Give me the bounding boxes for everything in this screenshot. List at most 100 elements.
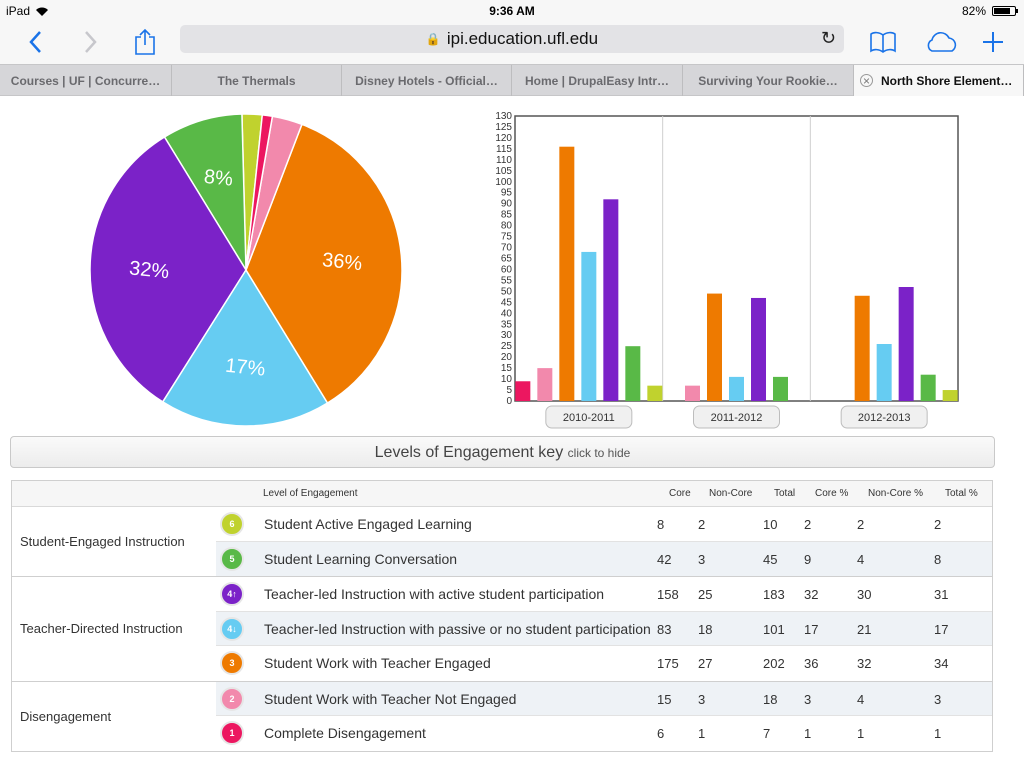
- tab-north-shore[interactable]: × North Shore Element…: [854, 65, 1024, 96]
- bar[interactable]: [559, 146, 575, 401]
- cell-total: 202: [763, 656, 785, 671]
- y-tick-label: 105: [495, 166, 512, 177]
- bar[interactable]: [515, 381, 531, 401]
- bar[interactable]: [854, 295, 870, 401]
- level-name: Teacher-led Instruction with active stud…: [264, 586, 605, 602]
- bar[interactable]: [876, 344, 892, 401]
- close-tab-icon[interactable]: ×: [860, 74, 873, 87]
- group-label: Disengagement: [20, 708, 112, 724]
- level-badge: 4↑: [220, 582, 244, 606]
- bar[interactable]: [707, 293, 722, 401]
- pie-chart-svg: 8% 32% 17% 36%: [76, 113, 417, 435]
- share-icon[interactable]: [128, 26, 162, 58]
- tab-surviving-rookie[interactable]: Surviving Your Rookie…: [683, 65, 854, 96]
- bar[interactable]: [898, 287, 914, 401]
- bar[interactable]: [625, 346, 641, 401]
- forward-icon[interactable]: [74, 26, 108, 58]
- tab-thermals[interactable]: The Thermals: [172, 65, 342, 96]
- level-badge: 1: [220, 721, 244, 745]
- tab-title: The Thermals: [217, 73, 296, 88]
- table-group: Student-Engaged Instruction 6 Student Acti…: [12, 507, 992, 577]
- bar[interactable]: [603, 199, 619, 401]
- battery-icon: [992, 6, 1018, 16]
- header-core: Core: [669, 488, 691, 499]
- cell-total: 18: [763, 691, 778, 707]
- cell-noncore-pct: 1: [857, 726, 865, 741]
- cell-noncore: 3: [698, 691, 706, 707]
- bookmarks-icon[interactable]: [866, 26, 900, 58]
- browser-toolbar: 🔒 ipi.education.ufl.edu ↻: [0, 22, 1024, 64]
- cell-noncore-pct: 30: [857, 587, 872, 602]
- cell-core-pct: 9: [804, 551, 812, 567]
- cell-total-pct: 8: [934, 551, 942, 567]
- cell-core-pct: 1: [804, 726, 812, 741]
- y-tick-label: 125: [495, 122, 512, 133]
- tab-title: Surviving Your Rookie…: [698, 73, 838, 88]
- y-tick-label: 35: [501, 319, 513, 330]
- engagement-key-toggle[interactable]: Levels of Engagement key click to hide: [10, 436, 995, 468]
- table-row: 5 Student Learning Conversation 42 3 45 9 4 8: [216, 541, 992, 576]
- bar[interactable]: [773, 376, 788, 401]
- pie-slice[interactable]: [233, 120, 417, 409]
- cell-total: 101: [763, 621, 785, 637]
- table-group: Disengagement 2 Student Work with Teacher …: [12, 681, 992, 751]
- category-label-button[interactable]: [840, 405, 928, 429]
- level-name: Student Work with Teacher Not Engaged: [264, 690, 517, 707]
- tab-drupaleasy[interactable]: Home | DrupalEasy Intr…: [512, 65, 683, 96]
- y-tick-label: 75: [501, 232, 513, 243]
- bar[interactable]: [942, 390, 958, 401]
- y-tick-label: 95: [501, 188, 513, 199]
- level-badge: 4↓: [220, 616, 244, 641]
- cell-noncore: 18: [698, 621, 713, 637]
- cell-noncore-pct: 4: [857, 551, 865, 567]
- header-level: Level of Engagement: [263, 488, 358, 499]
- bar[interactable]: [647, 385, 663, 401]
- level-name: Teacher-led Instruction with passive or …: [264, 620, 651, 637]
- cell-noncore-pct: 21: [857, 621, 872, 637]
- table-group: Teacher-Directed Instruction 4↑ Teacher-le…: [12, 577, 992, 682]
- back-icon[interactable]: [18, 26, 52, 58]
- pie-slice-label: 32%: [128, 257, 170, 283]
- category-label-button[interactable]: [545, 405, 633, 429]
- pie-slice[interactable]: [245, 114, 274, 271]
- x-tick-label: 2010-2011: [563, 412, 615, 424]
- tab-title: Courses | UF | Concurre…: [10, 73, 161, 88]
- address-bar[interactable]: 🔒 ipi.education.ufl.edu ↻: [180, 25, 844, 53]
- y-tick-label: 45: [501, 297, 513, 308]
- y-tick-label: 30: [501, 330, 513, 341]
- category-label-button[interactable]: [693, 405, 780, 429]
- bar[interactable]: [537, 368, 553, 401]
- bar[interactable]: [581, 251, 597, 401]
- cloud-tabs-icon[interactable]: [920, 26, 964, 58]
- battery-percent: 82%: [961, 4, 986, 18]
- table-body: Student-Engaged Instruction 6 Student Acti…: [12, 507, 992, 751]
- y-tick-label: 55: [501, 275, 513, 286]
- bar[interactable]: [685, 385, 700, 401]
- new-tab-icon[interactable]: [976, 26, 1010, 58]
- bar[interactable]: [729, 376, 744, 401]
- level-name: Student Work with Teacher Engaged: [264, 655, 491, 671]
- y-tick-label: 25: [501, 341, 513, 352]
- reload-icon[interactable]: ↻: [820, 28, 836, 48]
- tab-courses[interactable]: Courses | UF | Concurre…: [0, 65, 172, 96]
- tab-disney-hotels[interactable]: Disney Hotels - Official…: [342, 65, 512, 96]
- pie-slice[interactable]: [76, 131, 259, 410]
- cell-total-pct: 31: [934, 587, 949, 602]
- status-left: iPad: [6, 4, 49, 18]
- wifi-icon: [36, 7, 49, 16]
- cell-noncore: 27: [698, 656, 713, 671]
- y-tick-label: 0: [506, 396, 512, 407]
- cell-noncore-pct: 2: [857, 517, 865, 532]
- header-total: Total: [774, 488, 796, 499]
- cell-total-pct: 2: [934, 517, 942, 532]
- tab-bar: Courses | UF | Concurre… The Thermals Di…: [0, 64, 1024, 96]
- cell-total: 45: [763, 551, 778, 567]
- battery-fill: [994, 8, 1011, 14]
- y-tick-label: 20: [501, 352, 513, 363]
- bar[interactable]: [920, 374, 936, 401]
- pie-slice[interactable]: [161, 263, 340, 435]
- header-noncore-pct: Non-Core %: [868, 488, 924, 499]
- header-noncore: Non-Core: [709, 488, 753, 499]
- y-tick-label: 50: [501, 286, 513, 297]
- bar[interactable]: [751, 297, 766, 401]
